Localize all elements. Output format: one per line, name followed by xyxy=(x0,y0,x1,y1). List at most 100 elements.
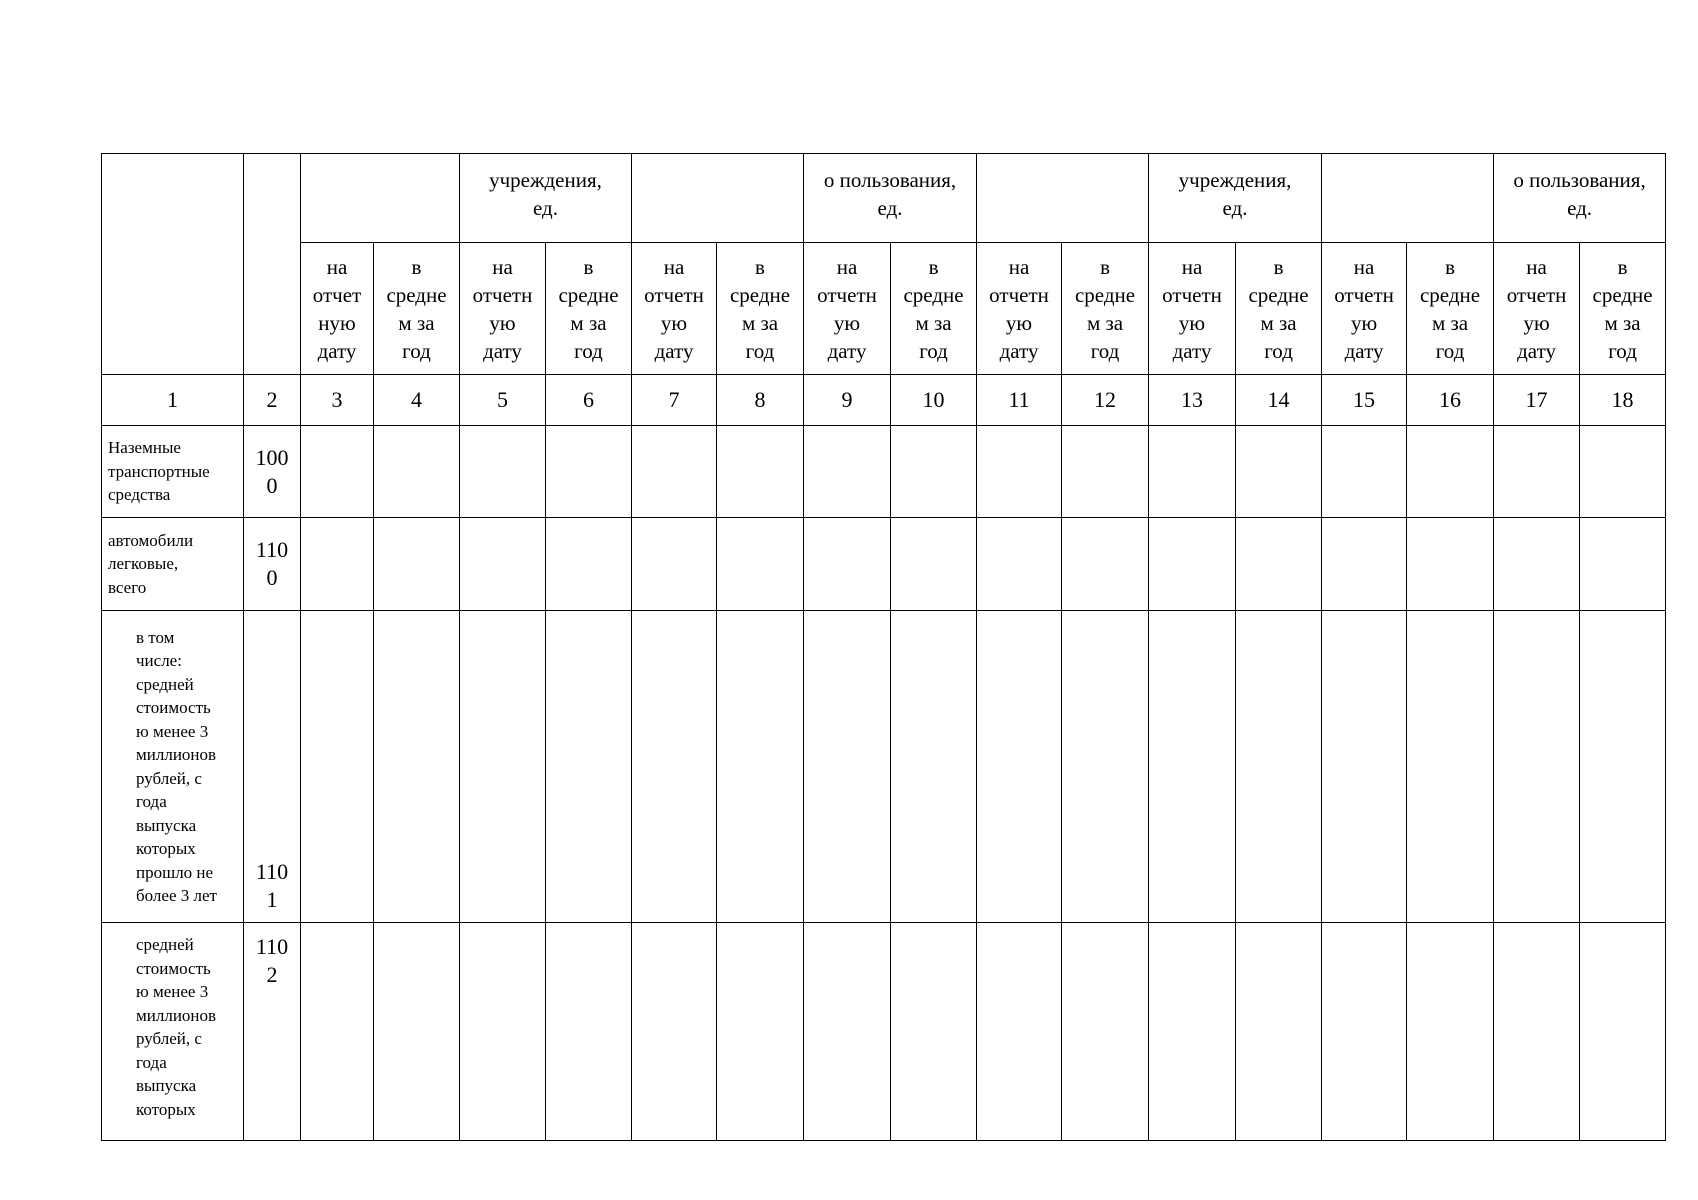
row-label: автомобили легковые, всего xyxy=(101,517,244,611)
data-cell[interactable] xyxy=(1406,610,1495,923)
data-cell[interactable] xyxy=(459,922,546,1141)
data-cell[interactable] xyxy=(716,922,805,1141)
column-number: 11 xyxy=(976,374,1063,426)
data-cell[interactable] xyxy=(631,517,718,611)
data-cell[interactable] xyxy=(373,610,460,923)
data-cell[interactable] xyxy=(1061,425,1150,518)
column-number: 2 xyxy=(243,374,301,426)
data-cell[interactable] xyxy=(716,425,805,518)
data-cell[interactable] xyxy=(1235,517,1323,611)
group-header: о пользования, ед. xyxy=(1493,153,1667,243)
report-form-table: учреждения, ед. о пользования, ед. учреж… xyxy=(101,153,1667,1141)
data-cell[interactable] xyxy=(890,922,978,1141)
data-cell[interactable] xyxy=(976,517,1063,611)
data-cell[interactable] xyxy=(1321,922,1408,1141)
sub-header: на отчетн ую дату xyxy=(976,242,1063,375)
data-cell[interactable] xyxy=(976,610,1063,923)
data-cell[interactable] xyxy=(300,425,374,518)
data-cell[interactable] xyxy=(716,610,805,923)
data-cell[interactable] xyxy=(1321,425,1408,518)
column-number: 10 xyxy=(890,374,978,426)
data-cell[interactable] xyxy=(631,610,718,923)
column-number: 17 xyxy=(1493,374,1581,426)
sub-header: на отчетн ую дату xyxy=(1148,242,1237,375)
data-cell[interactable] xyxy=(373,425,460,518)
data-cell[interactable] xyxy=(1493,517,1581,611)
data-cell[interactable] xyxy=(803,517,892,611)
data-cell[interactable] xyxy=(1235,922,1323,1141)
data-cell[interactable] xyxy=(716,517,805,611)
data-cell[interactable] xyxy=(373,922,460,1141)
column-number: 3 xyxy=(300,374,374,426)
data-cell[interactable] xyxy=(544,517,633,611)
data-cell[interactable] xyxy=(300,922,374,1141)
table-row: в том числе: средней стоимость ю менее 3… xyxy=(101,610,1667,923)
data-cell[interactable] xyxy=(631,922,718,1141)
sub-header: в средне м за год xyxy=(1235,242,1323,375)
data-cell[interactable] xyxy=(544,425,633,518)
data-cell[interactable] xyxy=(1148,610,1237,923)
data-cell[interactable] xyxy=(1579,517,1667,611)
data-cell[interactable] xyxy=(1061,517,1150,611)
data-cell[interactable] xyxy=(1406,517,1495,611)
data-cell[interactable] xyxy=(1321,517,1408,611)
column-number: 16 xyxy=(1406,374,1495,426)
data-cell[interactable] xyxy=(976,425,1063,518)
data-cell[interactable] xyxy=(459,425,546,518)
column-number: 12 xyxy=(1061,374,1150,426)
data-cell[interactable] xyxy=(544,922,633,1141)
data-cell[interactable] xyxy=(1235,610,1323,923)
column-number: 8 xyxy=(716,374,805,426)
column-number: 13 xyxy=(1148,374,1237,426)
row-code: 110 2 xyxy=(243,922,301,1141)
column-number: 15 xyxy=(1321,374,1408,426)
data-cell[interactable] xyxy=(1406,922,1495,1141)
sub-header: в средне м за год xyxy=(1579,242,1667,375)
row-code: 110 1 xyxy=(243,610,301,923)
data-cell[interactable] xyxy=(1235,425,1323,518)
data-cell[interactable] xyxy=(459,610,546,923)
sub-header: на отчетн ую дату xyxy=(631,242,718,375)
data-cell[interactable] xyxy=(1493,610,1581,923)
sub-header: в средне м за год xyxy=(1406,242,1495,375)
data-cell[interactable] xyxy=(300,517,374,611)
data-cell[interactable] xyxy=(1148,425,1237,518)
group-header: учреждения, ед. xyxy=(1148,153,1323,243)
data-cell[interactable] xyxy=(890,517,978,611)
data-cell[interactable] xyxy=(1406,425,1495,518)
data-cell[interactable] xyxy=(803,610,892,923)
group-header-row: учреждения, ед. о пользования, ед. учреж… xyxy=(101,153,1667,375)
data-cell[interactable] xyxy=(890,425,978,518)
sub-header: на отчетн ую дату xyxy=(1493,242,1581,375)
row-label: в том числе: средней стоимость ю менее 3… xyxy=(101,610,244,923)
sub-header: в средне м за год xyxy=(1061,242,1150,375)
sub-header: на отчетн ую дату xyxy=(459,242,546,375)
data-cell[interactable] xyxy=(459,517,546,611)
column-number: 14 xyxy=(1235,374,1323,426)
data-cell[interactable] xyxy=(1493,425,1581,518)
data-cell[interactable] xyxy=(1579,922,1667,1141)
data-cell[interactable] xyxy=(1148,517,1237,611)
data-cell[interactable] xyxy=(631,425,718,518)
data-cell[interactable] xyxy=(373,517,460,611)
data-cell[interactable] xyxy=(803,425,892,518)
data-cell[interactable] xyxy=(1579,425,1667,518)
group-header xyxy=(1321,153,1495,243)
data-cell[interactable] xyxy=(803,922,892,1141)
data-cell[interactable] xyxy=(1061,922,1150,1141)
data-cell[interactable] xyxy=(1148,922,1237,1141)
header-cell-name xyxy=(101,153,244,375)
data-cell[interactable] xyxy=(1493,922,1581,1141)
sub-header: в средне м за год xyxy=(716,242,805,375)
data-cell[interactable] xyxy=(1579,610,1667,923)
sub-header: на отчетн ую дату xyxy=(803,242,892,375)
data-cell[interactable] xyxy=(976,922,1063,1141)
sub-header: в средне м за год xyxy=(544,242,633,375)
data-cell[interactable] xyxy=(544,610,633,923)
row-label: Наземные транспортные средства xyxy=(101,425,244,518)
data-cell[interactable] xyxy=(1061,610,1150,923)
data-cell[interactable] xyxy=(1321,610,1408,923)
column-number: 6 xyxy=(544,374,633,426)
data-cell[interactable] xyxy=(890,610,978,923)
data-cell[interactable] xyxy=(300,610,374,923)
